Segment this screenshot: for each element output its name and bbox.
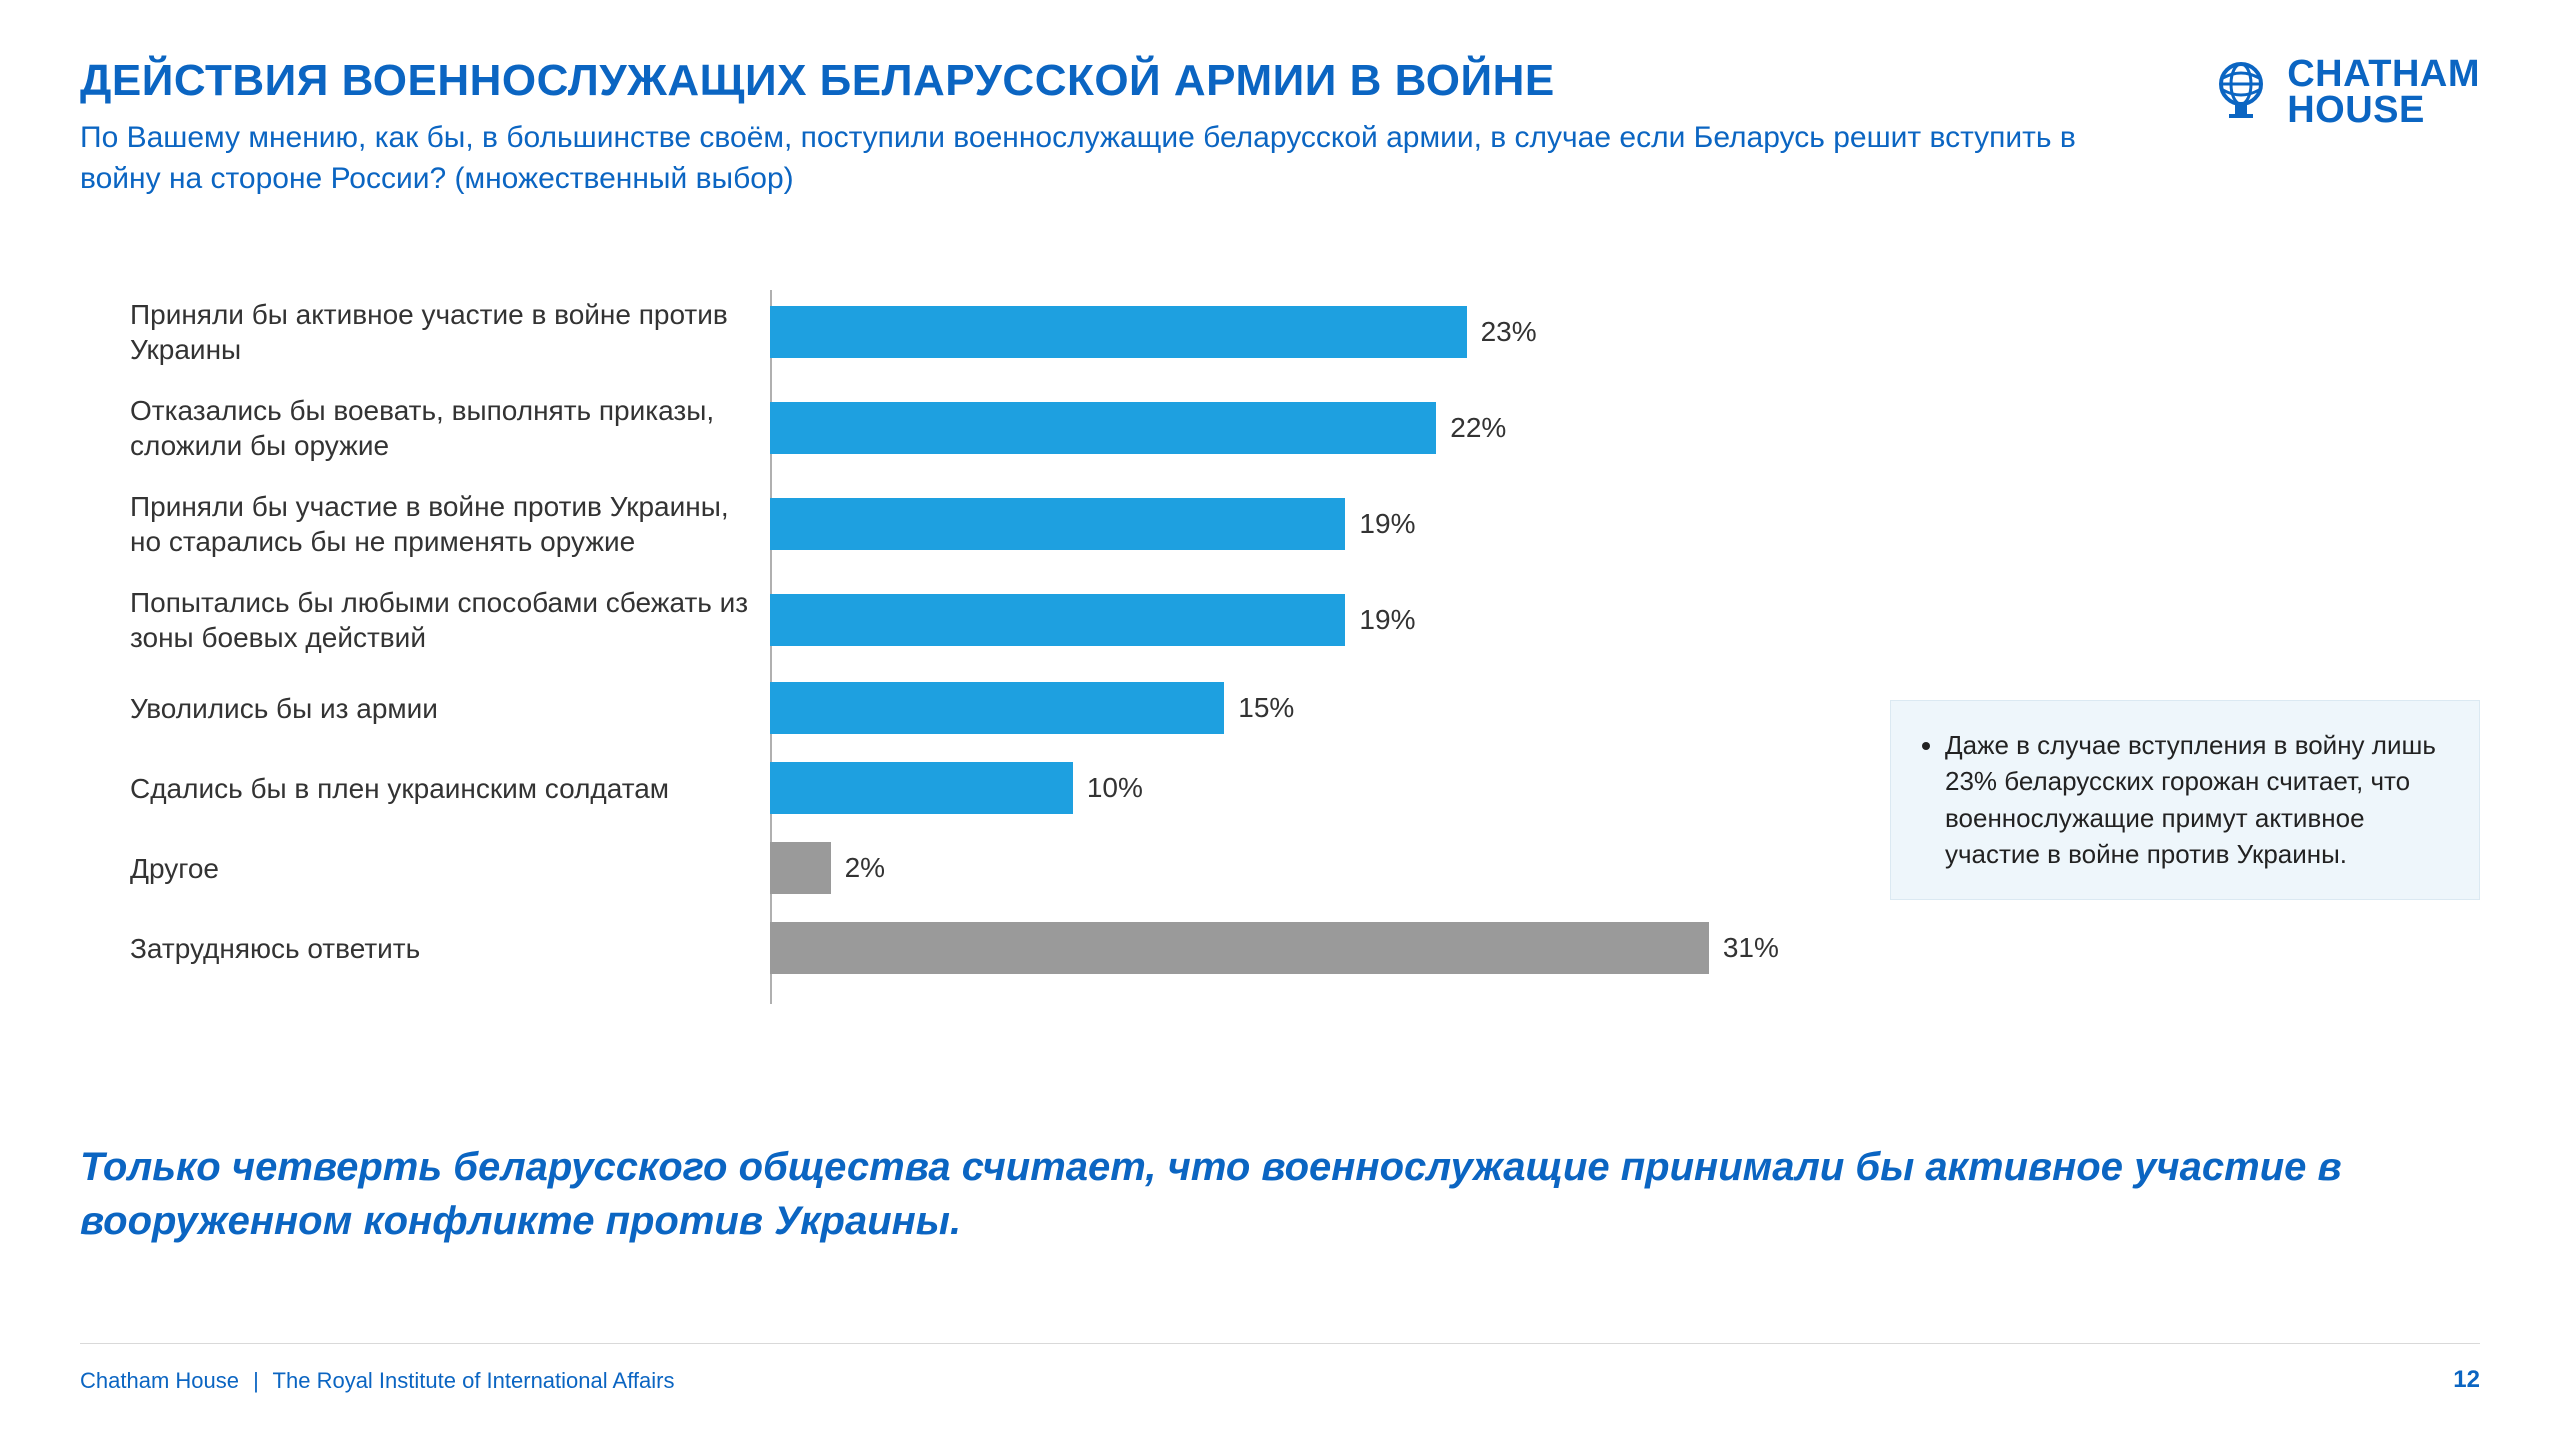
- bar-zone: 23%: [770, 304, 1870, 360]
- chart-row: Приняли бы активное участие в войне прот…: [130, 290, 1870, 374]
- chart-row: Другое 2%: [130, 834, 1870, 902]
- bar-zone: 10%: [770, 760, 1870, 816]
- bar-zone: 19%: [770, 592, 1870, 648]
- bar-zone: 15%: [770, 680, 1870, 736]
- footer-separator: |: [253, 1368, 259, 1393]
- chart-row: Затрудняюсь ответить 31%: [130, 914, 1870, 982]
- category-label: Отказались бы воевать, выполнять приказы…: [130, 393, 770, 463]
- page-number: 12: [2453, 1366, 2480, 1394]
- slide-title: ДЕЙСТВИЯ ВОЕННОСЛУЖАЩИХ БЕЛАРУССКОЙ АРМИ…: [80, 56, 2080, 106]
- bar: [770, 922, 1709, 974]
- bar-zone: 2%: [770, 840, 1870, 896]
- bar: [770, 682, 1224, 734]
- logo-line2: HOUSE: [2287, 92, 2480, 128]
- slide: ДЕЙСТВИЯ ВОЕННОСЛУЖАЩИХ БЕЛАРУССКОЙ АРМИ…: [0, 0, 2560, 1440]
- footer: Chatham House | The Royal Institute of I…: [80, 1368, 674, 1394]
- callout-box: Даже в случае вступления в войну лишь 23…: [1890, 700, 2480, 900]
- bar: [770, 842, 831, 894]
- bar: [770, 402, 1436, 454]
- value-label: 22%: [1450, 412, 1506, 444]
- bar: [770, 306, 1467, 358]
- bar: [770, 498, 1345, 550]
- value-label: 10%: [1087, 772, 1143, 804]
- footer-org: Chatham House: [80, 1368, 239, 1393]
- value-label: 31%: [1723, 932, 1779, 964]
- value-label: 15%: [1238, 692, 1294, 724]
- category-label: Сдались бы в плен украинским солдатам: [130, 771, 770, 806]
- conclusion-text: Только четверть беларусского общества сч…: [80, 1140, 2480, 1248]
- category-label: Другое: [130, 851, 770, 886]
- chart-row: Сдались бы в плен украинским солдатам 10%: [130, 754, 1870, 822]
- bar: [770, 762, 1073, 814]
- chart-row: Попытались бы любыми способами сбежать и…: [130, 578, 1870, 662]
- category-label: Затрудняюсь ответить: [130, 931, 770, 966]
- value-label: 19%: [1359, 508, 1415, 540]
- value-label: 23%: [1481, 316, 1537, 348]
- globe-icon: [2209, 58, 2273, 127]
- bar-zone: 31%: [770, 920, 1870, 976]
- chart-row: Уволились бы из армии 15%: [130, 674, 1870, 742]
- footer-rule: [80, 1343, 2480, 1344]
- chart-row: Приняли бы участие в войне против Украин…: [130, 482, 1870, 566]
- slide-subtitle: По Вашему мнению, как бы, в большинстве …: [80, 118, 2080, 199]
- bar-zone: 19%: [770, 496, 1870, 552]
- value-label: 19%: [1359, 604, 1415, 636]
- header: ДЕЙСТВИЯ ВОЕННОСЛУЖАЩИХ БЕЛАРУССКОЙ АРМИ…: [80, 56, 2480, 199]
- category-label: Приняли бы активное участие в войне прот…: [130, 297, 770, 367]
- footer-institute: The Royal Institute of International Aff…: [273, 1368, 675, 1393]
- title-block: ДЕЙСТВИЯ ВОЕННОСЛУЖАЩИХ БЕЛАРУССКОЙ АРМИ…: [80, 56, 2080, 199]
- bar-zone: 22%: [770, 400, 1870, 456]
- chart-row: Отказались бы воевать, выполнять приказы…: [130, 386, 1870, 470]
- category-label: Приняли бы участие в войне против Украин…: [130, 489, 770, 559]
- chatham-house-logo: CHATHAM HOUSE: [2209, 56, 2480, 128]
- category-label: Уволились бы из армии: [130, 691, 770, 726]
- category-label: Попытались бы любыми способами сбежать и…: [130, 585, 770, 655]
- callout-bullet: Даже в случае вступления в войну лишь 23…: [1945, 727, 2451, 873]
- value-label: 2%: [845, 852, 885, 884]
- bar-chart: Приняли бы активное участие в войне прот…: [130, 290, 1870, 994]
- logo-text: CHATHAM HOUSE: [2287, 56, 2480, 128]
- bar: [770, 594, 1345, 646]
